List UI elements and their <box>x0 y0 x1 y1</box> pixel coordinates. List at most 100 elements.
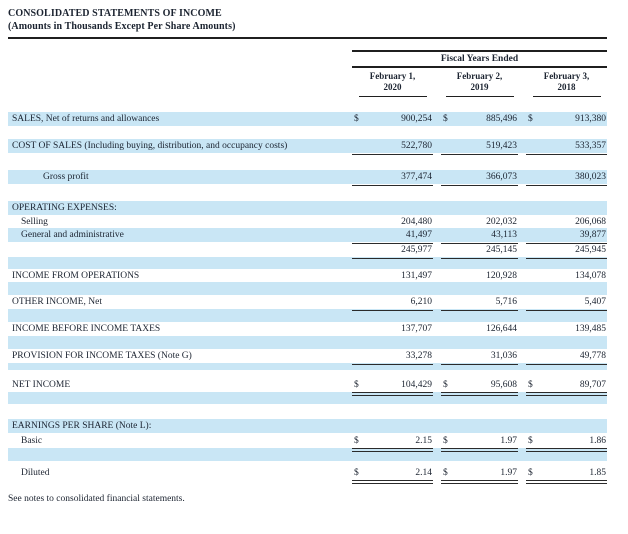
value-cell-2019: 202,032 <box>441 215 518 228</box>
cell-value: 1.85 <box>589 467 606 478</box>
spacer-row <box>8 363 607 370</box>
value-cell-2020: 377,474 <box>352 170 433 186</box>
row-label: Selling <box>21 216 48 227</box>
value-cell-2019: $885,496 <box>441 112 518 126</box>
value-cell-2019: $1.97 <box>441 465 518 484</box>
cell-value: 49,778 <box>579 351 606 361</box>
table-body: SALES, Net of returns and allowances $900… <box>8 112 607 484</box>
cell-value: 104,429 <box>401 379 432 390</box>
table-header: Fiscal Years Ended February 1, 2020 Febr… <box>8 50 607 97</box>
cell-value: 519,423 <box>486 141 517 151</box>
cell-value: 120,928 <box>486 270 517 281</box>
value-cell-2019: 245,145 <box>441 242 518 259</box>
value-cell-2018: $913,380 <box>526 112 607 126</box>
cell-value: 377,474 <box>401 172 432 182</box>
table-row: General and administrative 41,497 43,113 39… <box>8 228 607 244</box>
cell-value: 202,032 <box>486 216 517 227</box>
column-header-rule <box>358 96 427 97</box>
spacer-row <box>8 370 607 377</box>
table-row: Selling 204,480 202,032 206,068 <box>8 215 607 228</box>
row-label: PROVISION FOR INCOME TAXES (Note G) <box>12 351 192 361</box>
row-label: Basic <box>21 435 43 446</box>
value-cell-2018: 139,485 <box>526 322 607 336</box>
cell-value: 134,078 <box>575 270 606 281</box>
cell-value: 245,945 <box>575 244 606 255</box>
cell-value: 89,707 <box>579 379 606 390</box>
value-cell-2018: $89,707 <box>526 377 607 396</box>
table-row: SALES, Net of returns and allowances $900… <box>8 112 607 126</box>
cell-value: 2.14 <box>415 467 432 478</box>
cell-value: 885,496 <box>486 114 517 124</box>
table-row: COST OF SALES (Including buying, distrib… <box>8 139 607 155</box>
cell-value: 1.86 <box>589 435 606 446</box>
value-cell-2020: $2.14 <box>352 465 433 484</box>
row-label: General and administrative <box>21 230 124 240</box>
row-label: SALES, Net of returns and allowances <box>12 114 160 124</box>
value-cell-2020: 137,707 <box>352 322 433 336</box>
spacer-row <box>8 282 607 295</box>
footnote: See notes to consolidated financial stat… <box>8 494 185 504</box>
cell-value: 6,210 <box>410 297 432 307</box>
table-row: PROVISION FOR INCOME TAXES (Note G) 33,27… <box>8 349 607 365</box>
value-cell-2018: 39,877 <box>526 228 607 244</box>
spacer-row <box>8 184 607 201</box>
cell-value: 137,707 <box>401 324 432 334</box>
header-columns-area: Fiscal Years Ended February 1, 2020 Febr… <box>352 50 607 97</box>
spacer-row <box>8 257 607 269</box>
column-header-2018: February 3, 2018 <box>526 71 607 97</box>
value-cell-2020: $104,429 <box>352 377 433 396</box>
row-label: NET INCOME <box>12 379 71 390</box>
value-cell-2018: 245,945 <box>526 242 607 259</box>
spacer-row <box>8 392 607 404</box>
spacer-row <box>8 336 607 349</box>
value-cell-2019: 43,113 <box>441 228 518 244</box>
value-cell-2018: 5,407 <box>526 295 607 311</box>
dollar-sign: $ <box>354 379 359 390</box>
dollar-sign: $ <box>528 435 533 446</box>
cell-value: 204,480 <box>401 216 432 227</box>
column-header-rule <box>445 96 514 97</box>
cell-value: 366,073 <box>486 172 517 182</box>
column-header-rule <box>532 96 601 97</box>
cell-value: 1.97 <box>500 467 517 478</box>
value-cell-2019: 366,073 <box>441 170 518 186</box>
table-row: 245,977 245,145 245,945 <box>8 242 607 259</box>
page-subtitle: (Amounts in Thousands Except Per Share A… <box>8 20 236 32</box>
cell-value: 245,145 <box>486 244 517 255</box>
value-cell-2019: 5,716 <box>441 295 518 311</box>
cell-value: 900,254 <box>401 114 432 124</box>
table-row: INCOME FROM OPERATIONS 131,497 120,928 134,… <box>8 269 607 282</box>
dollar-sign: $ <box>443 467 448 478</box>
row-label: Diluted <box>21 467 50 478</box>
spacer-row <box>8 126 607 139</box>
value-cell-2020: 522,780 <box>352 139 433 155</box>
page-title: CONSOLIDATED STATEMENTS OF INCOME <box>8 8 222 19</box>
row-label: INCOME FROM OPERATIONS <box>12 270 140 281</box>
column-headers: February 1, 2020 February 2, 2019 Februa… <box>352 71 607 97</box>
column-header-2019: February 2, 2019 <box>441 71 518 97</box>
column-header-line1: February 3, <box>543 71 590 81</box>
title-rule <box>8 37 607 39</box>
spacer-row <box>8 448 607 461</box>
dollar-sign: $ <box>443 114 448 124</box>
table-row: Basic $2.15 $1.97 $1.86 <box>8 433 607 452</box>
value-cell-2020: 41,497 <box>352 228 433 244</box>
column-header-line1: February 1, <box>369 71 416 81</box>
title-block: CONSOLIDATED STATEMENTS OF INCOME (Amoun… <box>8 8 607 33</box>
cell-value: 139,485 <box>575 324 606 334</box>
value-cell-2020: 245,977 <box>352 242 433 259</box>
row-label: COST OF SALES (Including buying, distrib… <box>12 141 288 151</box>
table-row: NET INCOME $104,429 $95,608 $89,707 <box>8 377 607 396</box>
value-cell-2018: 533,357 <box>526 139 607 155</box>
value-cell-2020: $2.15 <box>352 433 433 452</box>
row-label: OPERATING EXPENSES: <box>12 203 117 213</box>
cell-value: 131,497 <box>401 270 432 281</box>
row-label: Gross profit <box>43 172 89 182</box>
dollar-sign: $ <box>528 379 533 390</box>
table-row: INCOME BEFORE INCOME TAXES 137,707 126,644… <box>8 322 607 336</box>
column-header-line2: 2018 <box>557 82 576 92</box>
value-cell-2019: $95,608 <box>441 377 518 396</box>
value-cell-2020: 6,210 <box>352 295 433 311</box>
cell-value: 380,023 <box>575 172 606 182</box>
value-cell-2019: 519,423 <box>441 139 518 155</box>
